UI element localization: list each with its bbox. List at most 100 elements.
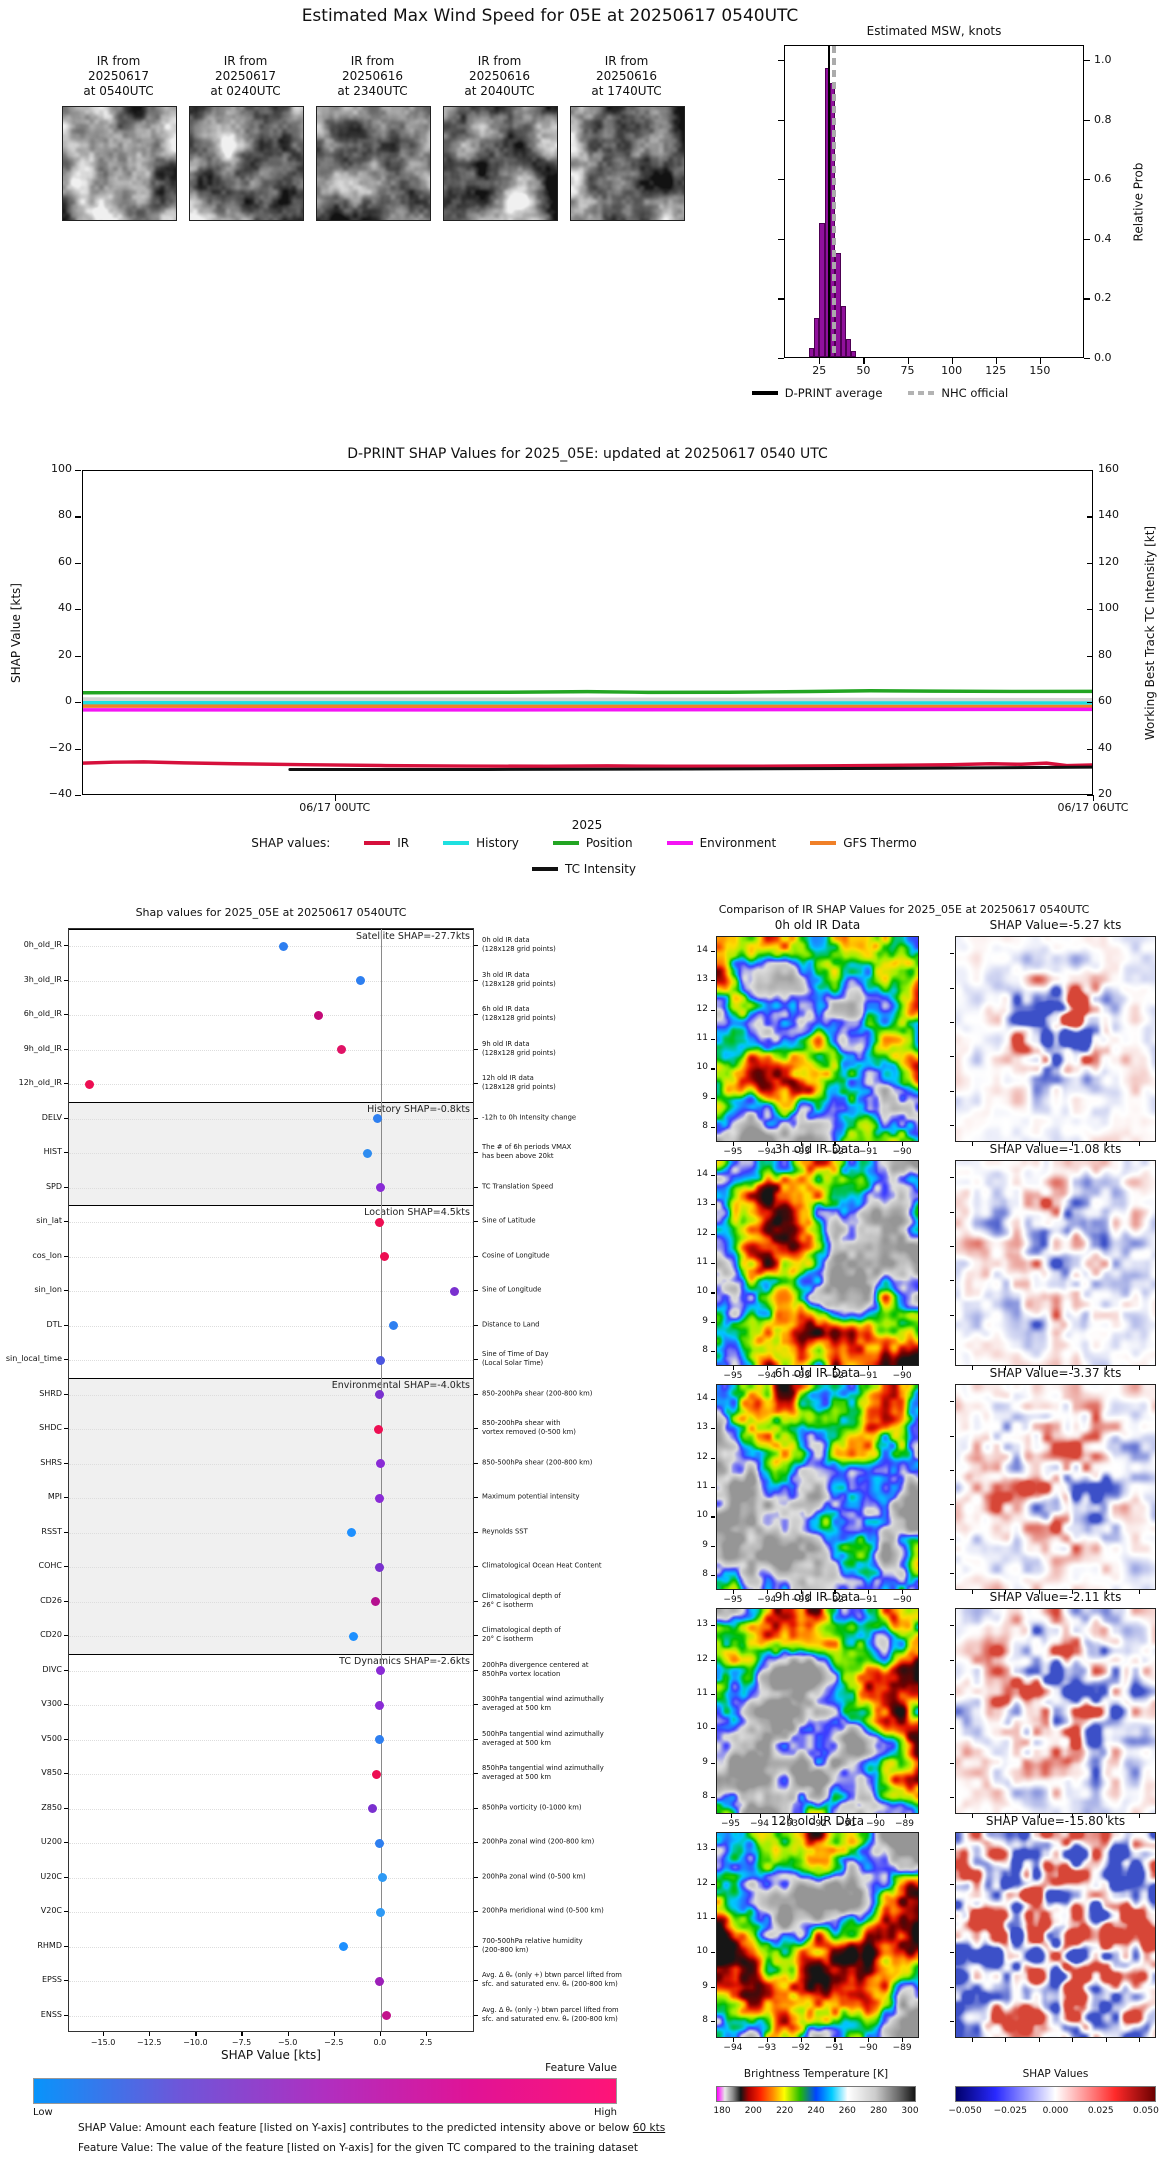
shap-map-ytick-mark [950,1211,954,1213]
shap-map-xtick-mark [1072,1366,1074,1370]
shap-map-title: SHAP Value=-5.27 kts [989,918,1122,932]
feature-name-label: EPSS [41,1975,62,1985]
timeseries-title: D-PRINT SHAP Values for 2025_05E: update… [347,446,828,462]
history-swatch [443,841,470,845]
ir-map-canvas [717,1609,918,1813]
feature-gridline [69,1912,473,1914]
lat-tick-label: 10 [696,1286,708,1297]
lon-tick-label: −92 [824,1595,844,1605]
feature-name-label: U200 [40,1837,62,1847]
feature-name-label: V500 [41,1733,62,1743]
shap-map-canvas [956,937,1155,1141]
lon-tick-label: −95 [723,1371,743,1381]
bt-colorbar-tick: 300 [901,2106,919,2116]
shap-dot [376,1355,386,1365]
feature-gridline [69,1705,473,1707]
hist-xtick-label: 75 [900,364,915,377]
legend-label: GFS Thermo [843,836,917,850]
ts-xtick-mark [1093,795,1095,801]
shap-map-ytick-mark [950,1986,954,1988]
ir-thumbnail-label: IR from 20250616 at 2040UTC [464,54,535,98]
shap-map-xtick-mark [1139,2038,1141,2042]
hist-xtick-label: 150 [1029,364,1051,377]
hist-xtick-label: 100 [941,364,963,377]
feature-gridline [69,1015,473,1017]
lon-tick-mark [868,1366,870,1370]
ir-map-canvas [717,1833,918,2037]
feature-xtick-mark [241,2032,243,2036]
feature-description: TC Translation Speed [482,1182,554,1191]
ir-swatch [364,841,391,845]
lat-tick-label: 13 [696,1422,708,1433]
lon-tick-label: −90 [892,1595,912,1605]
ir-thumbnail [62,106,177,221]
feature-name-label: 3h_old_IR [23,974,62,984]
lon-tick-label: −93 [791,1147,811,1157]
shap-value-footnote: SHAP Value: Amount each feature [listed … [78,2122,665,2134]
feature-name-label: SHRD [39,1388,62,1398]
lon-tick-mark [788,1814,790,1818]
lat-tick-mark [711,2020,715,2023]
shap-dot [375,1493,385,1503]
feature-shap-title: Shap values for 2025_05E at 20250617 054… [135,906,407,919]
feature-desc-tick [474,1911,478,1913]
feature-desc-tick [474,1738,478,1740]
shap-map-title: SHAP Value=-1.08 kts [989,1142,1122,1156]
shap-colorbar-tick: −0.050 [948,2106,982,2116]
ir-thumbnail-canvas [190,107,303,220]
feature-ytick-mark [64,1600,68,1602]
timeseries-legend-item: IR [364,836,409,850]
timeseries-legend-item: Environment [666,836,776,850]
lat-tick-mark [711,1883,715,1885]
feature-value-high-label: High [594,2107,617,2118]
feature-desc-tick [474,1428,478,1430]
ts-ytick-label-left: 20 [58,647,72,661]
feature-description: 200hPa zonal wind (200-800 km) [482,1837,595,1846]
lon-tick-mark [834,2038,836,2042]
feature-desc-tick [474,1635,478,1637]
feature-ytick-mark [64,1186,68,1188]
series-position [81,689,1094,695]
hist-xtick-mark [819,358,821,364]
lon-tick-label: −92 [824,1371,844,1381]
lat-tick-label: 13 [696,1198,708,1209]
ts-ytick-label-left: 100 [51,462,72,475]
feature-ytick-mark [64,1428,68,1430]
feature-ytick-mark [64,1704,68,1706]
lat-tick-label: 14 [696,944,708,955]
lat-tick-mark [711,1068,715,1070]
shap-map [955,936,1156,1142]
hist-ytick-mark [1084,298,1090,300]
ts-ytick-mark-right [1087,748,1093,750]
shap-dot [373,1424,383,1434]
ts-ytick-label-left: 80 [58,508,72,522]
shap-map-ytick-mark [950,953,954,955]
shap-dot [375,1700,385,1710]
legend-label: D-PRINT average [784,386,883,400]
ir-thumbnail-canvas [571,107,684,220]
ir-map [716,1832,919,2038]
shap-map [955,1832,1156,2038]
feature-desc-tick [474,1669,478,1671]
feature-name-label: RSST [41,1526,62,1536]
tc-intensity-swatch [531,867,558,871]
ts-ytick-mark-left [75,609,81,611]
lon-tick-mark [868,1142,870,1146]
feature-ytick-mark [64,1911,68,1913]
feature-name-label: DELV [41,1112,62,1122]
shap-map-canvas [956,1609,1155,1813]
hist-ytick-mark [1084,179,1090,181]
shap-map [955,1608,1156,1814]
feature-ytick-mark [64,1876,68,1878]
lat-tick-label: 9 [702,1539,708,1550]
shap-dot [356,976,366,986]
lat-tick-label: 14 [696,1392,708,1403]
ts-ytick-label-right: 20 [1098,787,1112,800]
ir-thumbnail [570,106,685,221]
feature-ytick-mark [64,1324,68,1326]
feature-gridline [69,1877,473,1879]
bt-colorbar-tick: 240 [807,2106,825,2116]
shap-map-xtick-mark [1105,1366,1107,1370]
feature-description: 6h old IR data (128x128 grid points) [482,1005,556,1023]
hist-xtick-mark [951,358,953,364]
